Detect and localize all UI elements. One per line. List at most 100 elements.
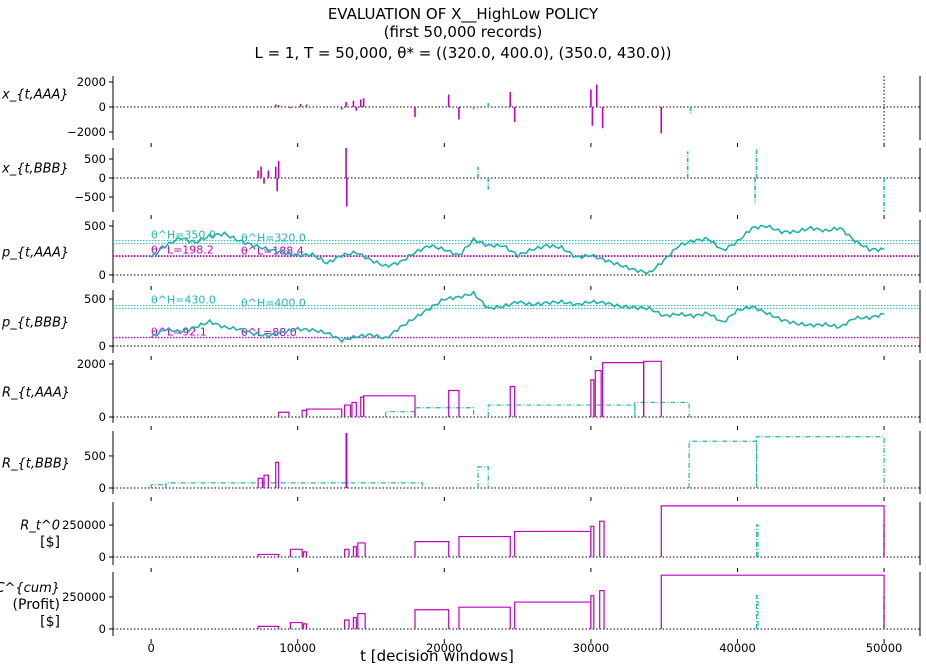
magenta-step-pulse [301, 409, 308, 418]
cyan-step-pulse [487, 404, 636, 418]
plot-area [150, 432, 885, 488]
plot-area: θ^H=350.0 θ^H=320.0 θ^L=198.2 θ^L=188.4 [113, 224, 920, 275]
magenta-step-pulse [344, 404, 352, 418]
y-tick-label: 0 [99, 268, 106, 282]
y-axis-label: R_t^0 [20, 519, 60, 534]
plot-area [257, 574, 885, 629]
plot-area: θ^H=430.0 θ^H=400.0θ^L=92.1 θ^L=88.0 [113, 290, 920, 344]
y-tick-label: 0 [99, 410, 106, 424]
y-tick-label: 2000 [77, 75, 106, 89]
cyan-step-pulse [150, 484, 167, 488]
magenta-step-pulse [514, 601, 592, 629]
magenta-step-pulse [458, 535, 511, 558]
magenta-step-pulse [660, 505, 885, 558]
magenta-step-pulse [302, 551, 308, 558]
chart-title-line2: (first 50,000 records) [384, 23, 543, 41]
magenta-step-pulse [602, 362, 645, 418]
chart-title-line1: EVALUATION OF X__HighLow POLICY [328, 5, 599, 24]
panel-5: 500 0 R_{t,BBB} [2, 431, 921, 501]
y-tick-label: 500 [84, 219, 106, 233]
y-tick-label: 0 [99, 171, 106, 185]
magenta-step-pulse [414, 541, 450, 558]
cyan-step-pulse [165, 482, 423, 488]
threshold-label: θ^L=188.4 [241, 245, 304, 258]
magenta-step-pulse [289, 548, 303, 558]
magenta-step-pulse [414, 609, 450, 629]
magenta-step-pulse [357, 542, 366, 558]
magenta-step-pulse [509, 385, 516, 418]
y-axis-label: R_{t,BBB} [2, 457, 70, 472]
magenta-step-pulse [352, 616, 357, 629]
x-tick-label: 0 [147, 641, 154, 655]
magenta-step-pulse [458, 606, 511, 629]
threshold-label: θ^H=400.0 [241, 296, 306, 309]
panel-6: 250000 0 R_t^0[$] [20, 502, 921, 572]
y-axis-label: x_{t,AAA} [1, 88, 69, 103]
cyan-step-pulse [755, 595, 759, 629]
magenta-step-pulse [344, 548, 350, 558]
threshold-label: θ^L=88.0 [241, 326, 297, 339]
magenta-step-pulse [289, 621, 303, 629]
cyan-step-pulse [688, 440, 758, 488]
x-tick-label: 40000 [719, 641, 756, 655]
magenta-step-pulse [594, 370, 602, 418]
threshold-label: θ^H=350.0 [151, 229, 216, 242]
y-tick-label: 0 [99, 622, 106, 636]
magenta-step-pulse [363, 395, 416, 418]
y-tick-label: 250000 [62, 518, 106, 532]
y-axis-label: R_{t,AAA} [2, 386, 70, 401]
y-tick-label: 0 [99, 550, 106, 564]
x-tick-label: 50000 [866, 641, 903, 655]
price-line [150, 224, 885, 275]
plot-area [257, 148, 885, 212]
y-tick-label: 500 [84, 449, 106, 463]
magenta-step-pulse [590, 379, 595, 418]
y-axis-label-line2: (Profit) [13, 597, 60, 613]
magenta-step-pulse [344, 619, 350, 629]
magenta-step-pulse [352, 546, 357, 558]
magenta-step-pulse [590, 595, 595, 629]
cyan-step-pulse [477, 466, 489, 488]
y-axis-label: p_{t,AAA} [1, 246, 69, 261]
magenta-step-pulse [257, 477, 264, 488]
y-axis-label-line3: [$] [40, 614, 60, 630]
magenta-step-pulse [275, 461, 280, 488]
threshold-label: θ^H=430.0 [151, 294, 216, 307]
threshold-label: θ^H=320.0 [241, 232, 306, 245]
x-tick-label: 30000 [573, 641, 610, 655]
y-tick-label: 0 [99, 339, 106, 353]
x-tick-label: 20000 [426, 641, 463, 655]
y-tick-label: −2000 [67, 125, 106, 139]
x-tick-label: 10000 [279, 641, 316, 655]
cyan-step-pulse [385, 411, 416, 418]
panel-2: 500 0 p_{t,AAA} θ^H=350.0 θ^H=320.0 θ^L=198.2… [1, 219, 921, 290]
magenta-step-pulse [599, 520, 605, 558]
x-axis-label: t [decision windows] [360, 647, 514, 665]
magenta-step-pulse [278, 411, 290, 418]
magenta-step-pulse [660, 574, 885, 629]
panel-7: 250000 0 0 10000 20000 30000 40000 50000 C^{cum}… [0, 572, 921, 655]
y-tick-label: 2000 [77, 357, 106, 371]
magenta-step-pulse [590, 525, 595, 558]
magenta-step-pulse [514, 530, 592, 558]
plot-area [274, 84, 692, 134]
plot-area [257, 505, 885, 558]
cyan-step-pulse [755, 524, 759, 558]
magenta-step-pulse [345, 432, 348, 488]
price-line [150, 290, 885, 344]
magenta-step-pulse [599, 589, 605, 629]
magenta-step-pulse [351, 401, 357, 418]
threshold-label: θ^L=198.2 [151, 244, 214, 257]
y-axis-label: p_{t,BBB} [1, 316, 69, 331]
y-tick-label: 500 [84, 152, 106, 166]
y-axis-label: x_{t,BBB} [1, 162, 69, 177]
y-axis-label: C^{cum} [0, 581, 60, 596]
cyan-step-pulse [414, 407, 475, 418]
y-tick-label: 250000 [62, 590, 106, 604]
y-tick-label: −500 [74, 190, 106, 204]
magenta-step-pulse [448, 389, 460, 418]
magenta-step-pulse [257, 625, 280, 629]
